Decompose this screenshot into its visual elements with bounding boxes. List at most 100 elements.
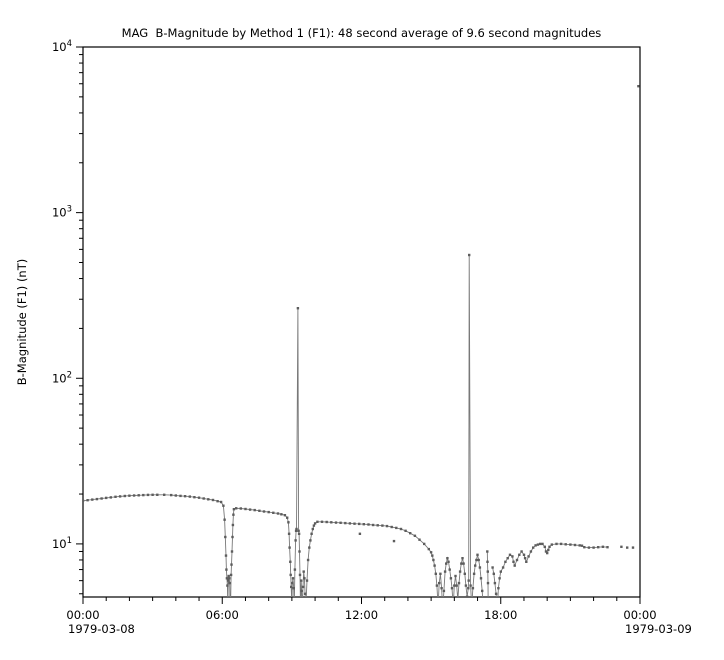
- data-point: [313, 522, 317, 525]
- data-point: [493, 581, 497, 585]
- data-point: [555, 542, 558, 546]
- data-point: [300, 589, 303, 593]
- data-point: [455, 584, 458, 587]
- data-point: [457, 581, 461, 585]
- data-point: [232, 508, 236, 511]
- data-point: [512, 560, 515, 563]
- data-point: [286, 516, 289, 519]
- data-point: [295, 527, 298, 531]
- data-point: [142, 493, 145, 497]
- data-point: [446, 557, 449, 560]
- data-point: [513, 564, 516, 567]
- data-line-segment: [486, 551, 489, 597]
- data-point: [283, 514, 287, 517]
- data-point: [457, 599, 459, 601]
- data-point: [91, 498, 94, 501]
- data-point: [224, 535, 227, 539]
- data-point: [287, 532, 291, 535]
- data-point: [105, 496, 108, 500]
- data-point: [452, 605, 454, 607]
- data-point: [170, 493, 173, 497]
- data-point: [468, 253, 471, 257]
- data-point: [118, 495, 122, 498]
- data-point: [432, 558, 435, 562]
- data-point: [494, 592, 498, 595]
- x-tick-label: 00:00: [66, 608, 99, 622]
- y-tick-label: 102: [52, 370, 72, 385]
- data-point: [511, 555, 514, 558]
- data-point: [311, 527, 314, 531]
- data-point: [344, 521, 347, 525]
- data-point: [462, 562, 465, 565]
- data-point: [280, 513, 283, 516]
- data-point: [226, 584, 229, 587]
- data-point: [312, 524, 316, 527]
- data-point: [392, 539, 396, 543]
- data-point: [449, 577, 453, 580]
- data-point: [481, 589, 484, 593]
- data-point: [464, 584, 468, 587]
- data-point: [544, 550, 548, 553]
- data-point: [385, 524, 389, 528]
- data-point: [230, 550, 234, 553]
- data-point: [447, 560, 450, 563]
- data-point: [429, 551, 433, 554]
- data-point: [291, 577, 295, 580]
- data-point: [520, 550, 523, 553]
- data-point: [224, 554, 228, 557]
- data-point: [527, 555, 530, 558]
- data-point: [463, 572, 466, 575]
- data-point: [515, 558, 519, 562]
- data-point: [353, 522, 356, 525]
- data-point: [559, 542, 563, 546]
- data-point: [197, 496, 201, 499]
- data-point: [183, 495, 187, 498]
- data-point: [244, 507, 247, 511]
- y-tick-label: 104: [52, 39, 72, 54]
- data-point: [475, 558, 478, 562]
- y-axis-label: B-Magnitude (F1) (nT): [15, 259, 29, 385]
- data-point: [532, 546, 535, 549]
- data-point: [442, 589, 446, 593]
- data-point: [267, 510, 270, 514]
- data-point: [435, 584, 439, 587]
- data-point: [597, 546, 600, 549]
- data-point: [448, 568, 451, 571]
- data-point: [409, 532, 412, 535]
- data-point: [294, 539, 297, 542]
- data-point: [296, 307, 300, 310]
- data-point: [461, 557, 464, 560]
- data-point: [163, 493, 166, 496]
- data-point: [235, 507, 238, 510]
- data-point: [601, 545, 605, 548]
- chart-title: MAG B-Magnitude by Method 1 (F1): 48 sec…: [122, 26, 602, 40]
- data-point: [476, 553, 479, 556]
- data-point: [518, 553, 521, 556]
- data-point: [305, 607, 307, 609]
- data-point: [583, 546, 586, 549]
- data-point: [637, 85, 640, 88]
- data-point: [606, 546, 609, 549]
- data-point: [288, 546, 291, 549]
- data-point: [83, 499, 85, 502]
- data-point: [223, 518, 226, 521]
- data-point: [320, 520, 324, 523]
- data-point: [438, 581, 441, 585]
- data-point: [539, 542, 542, 546]
- data-point: [592, 546, 595, 549]
- data-point: [298, 550, 301, 553]
- data-point: [300, 579, 303, 582]
- data-point: [334, 521, 338, 524]
- data-point: [471, 587, 475, 590]
- data-point: [442, 609, 444, 611]
- data-point: [232, 513, 235, 516]
- data-point: [504, 560, 507, 563]
- data-point: [248, 508, 252, 511]
- data-point: [294, 529, 298, 532]
- data-point: [486, 550, 489, 553]
- x-tick-label: 06:00: [206, 608, 239, 622]
- data-point: [301, 585, 305, 589]
- data-point: [287, 521, 290, 524]
